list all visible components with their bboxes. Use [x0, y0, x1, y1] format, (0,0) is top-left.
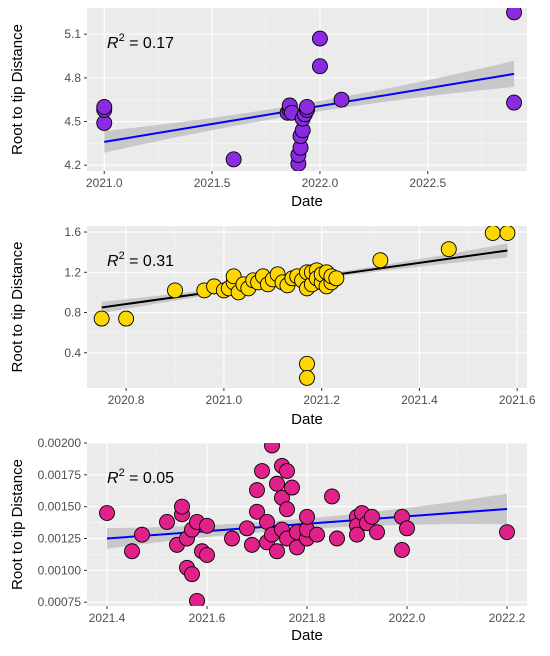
y-axis-title: Root to tip Distance — [9, 24, 26, 155]
y-tick-label: 0.8 — [64, 306, 81, 320]
data-point — [372, 252, 389, 269]
data-point — [309, 526, 325, 543]
data-point — [399, 520, 415, 537]
data-point — [269, 543, 285, 560]
plot-area — [93, 226, 516, 386]
y-tick-label: 5.1 — [64, 27, 81, 41]
chart-panel-2: 2020.8 2021.0 2021.2 2021.4 2021.6 0.4 0.8 1.2 1… — [9, 225, 536, 428]
data-point — [506, 8, 523, 21]
data-point — [159, 514, 175, 530]
data-point — [249, 503, 265, 520]
data-point — [484, 226, 501, 241]
data-point — [506, 94, 523, 111]
data-point — [299, 99, 315, 115]
x-axis-title: Date — [291, 627, 323, 644]
chart-panel-1: 2021.0 2021.5 2022.0 2022.5 4.2 4.5 4.8 5.1 R2 =… — [9, 8, 527, 210]
plot-area — [99, 443, 515, 606]
data-point — [96, 99, 113, 115]
data-point — [199, 547, 215, 564]
data-point — [311, 30, 328, 47]
y-tick-label: 4.8 — [64, 71, 81, 85]
y-tick-label: 1.6 — [64, 225, 81, 239]
x-tick-label: 2022.2 — [489, 611, 526, 625]
data-point — [324, 488, 340, 505]
plot-area — [96, 8, 523, 171]
data-point — [264, 443, 280, 454]
y-tick-label: 0.00175 — [38, 468, 82, 482]
data-point — [189, 592, 205, 606]
data-point — [299, 355, 315, 372]
data-point — [134, 526, 150, 543]
data-point — [299, 508, 315, 525]
data-point — [199, 517, 215, 534]
data-point — [499, 524, 515, 541]
x-tick-label: 2022.0 — [389, 611, 426, 625]
data-point — [249, 482, 265, 499]
data-point — [124, 543, 140, 560]
data-point — [174, 498, 190, 515]
x-tick-label: 2021.6 — [499, 393, 536, 407]
y-tick-label: 0.00075 — [38, 595, 82, 609]
data-point — [167, 282, 183, 299]
x-tick-label: 2021.0 — [86, 176, 123, 190]
data-point — [364, 508, 380, 525]
data-point — [349, 526, 365, 543]
x-tick-label: 2021.2 — [303, 393, 340, 407]
data-point — [244, 536, 260, 553]
data-point — [225, 151, 242, 168]
data-point — [254, 463, 270, 479]
data-point — [239, 520, 255, 537]
y-tick-label: 0.00100 — [38, 563, 82, 577]
x-tick-label: 2021.8 — [289, 611, 326, 625]
data-point — [279, 463, 295, 479]
r-squared-annotation: R2 = 0.31 — [107, 250, 174, 270]
data-point — [333, 91, 350, 108]
data-point — [299, 369, 315, 386]
x-tick-label: 2022.0 — [302, 176, 339, 190]
y-tick-label: 4.5 — [64, 115, 81, 129]
x-tick-label: 2020.8 — [108, 393, 145, 407]
data-point — [118, 310, 135, 327]
data-point — [224, 530, 240, 547]
data-point — [369, 524, 385, 541]
y-tick-label: 0.00125 — [38, 532, 82, 546]
data-point — [279, 501, 295, 518]
data-point — [499, 226, 516, 241]
x-tick-label: 2021.4 — [401, 393, 438, 407]
x-axis-title: Date — [291, 193, 323, 210]
data-point — [329, 530, 345, 547]
data-point — [440, 241, 457, 258]
y-axis-title: Root to tip Distance — [9, 459, 26, 590]
data-point — [328, 270, 345, 287]
y-tick-label: 0.4 — [64, 346, 81, 360]
data-point — [93, 310, 110, 327]
r-squared-annotation: R2 = 0.05 — [107, 467, 174, 487]
x-tick-label: 2021.4 — [89, 611, 126, 625]
y-axis-title: Root to tip Distance — [9, 242, 26, 373]
chart-panel-3: 2021.4 2021.6 2021.8 2022.0 2022.2 0.00075 0.0… — [9, 436, 527, 644]
x-axis-title: Date — [291, 411, 323, 428]
data-point — [289, 539, 305, 556]
data-point — [311, 58, 328, 75]
y-tick-label: 0.00150 — [38, 500, 82, 514]
data-point — [394, 542, 410, 558]
data-point — [184, 566, 200, 583]
r-squared-annotation: R2 = 0.17 — [107, 32, 174, 52]
data-point — [269, 475, 285, 492]
y-tick-label: 4.2 — [64, 158, 81, 172]
x-tick-label: 2021.0 — [206, 393, 243, 407]
x-tick-label: 2021.6 — [189, 611, 226, 625]
x-tick-label: 2021.5 — [194, 176, 231, 190]
x-tick-label: 2022.5 — [409, 176, 446, 190]
y-tick-label: 0.00200 — [38, 436, 82, 450]
data-point — [284, 479, 300, 496]
data-point — [99, 505, 115, 521]
y-tick-label: 1.2 — [64, 265, 81, 279]
